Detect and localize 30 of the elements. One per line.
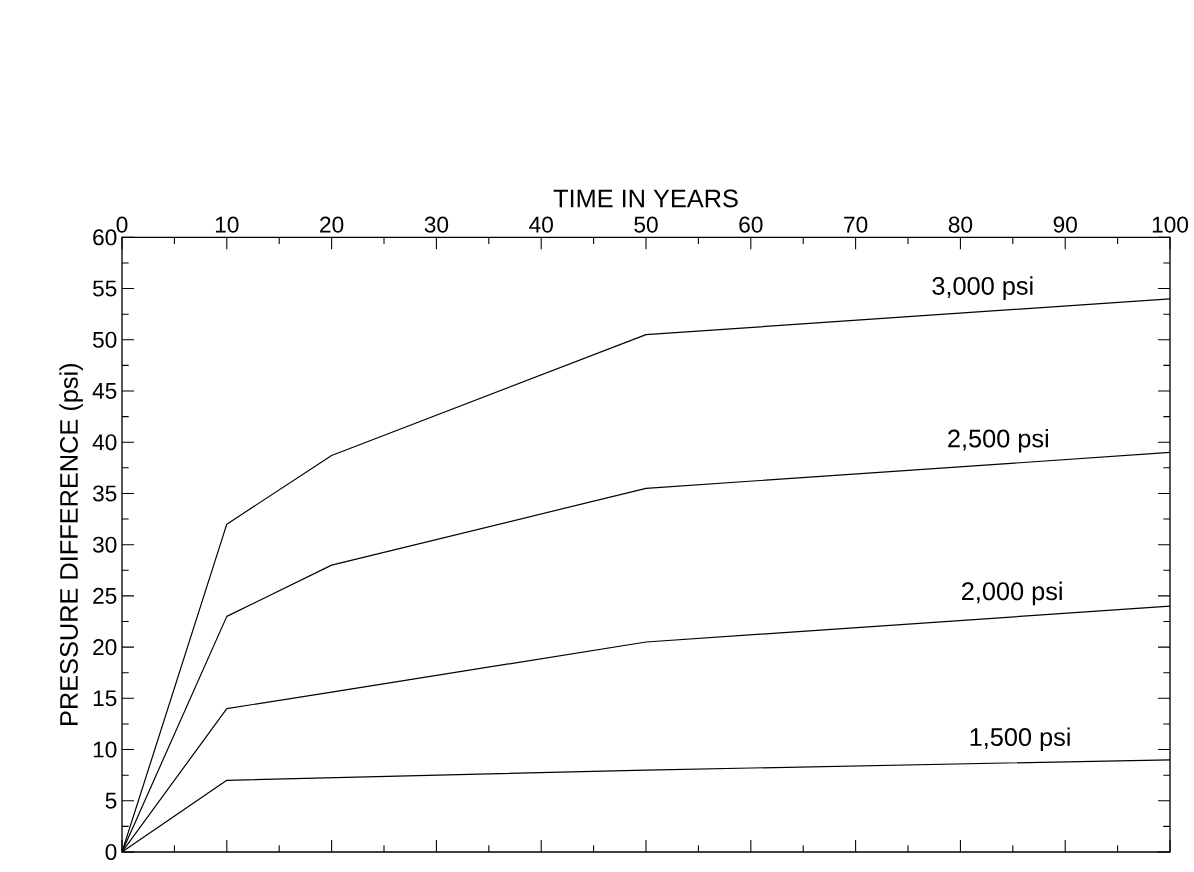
y-tick-label: 55 (92, 280, 117, 297)
x-tick-label: 0 (116, 216, 128, 233)
y-tick-label: 50 (92, 331, 117, 348)
x-tick-label: 60 (739, 216, 763, 233)
x-tick-label: 20 (320, 216, 344, 233)
x-tick-label: 50 (634, 216, 658, 233)
y-tick-label: 35 (92, 485, 117, 502)
y-tick-label: 20 (93, 639, 117, 656)
y-tick-label: 0 (105, 843, 117, 861)
x-axis-title: TIME IN YEARS (553, 189, 738, 208)
y-tick-label: 40 (92, 434, 117, 451)
x-tick-label: 90 (1053, 216, 1077, 233)
x-tick-label: 10 (215, 216, 239, 233)
series-label: 2,500 psi (948, 428, 1048, 453)
y-axis-title: PRESSURE DIFFERENCE (psi) (59, 364, 83, 725)
x-tick-label: 80 (948, 216, 973, 233)
x-tick-label: 40 (529, 216, 553, 233)
y-tick-label: 15 (93, 690, 117, 707)
y-tick-label: 25 (93, 587, 117, 604)
x-tick-label: 100 (1152, 216, 1189, 233)
y-tick-label: 30 (92, 536, 117, 553)
y-tick-label: 60 (93, 229, 117, 246)
x-tick-label: 30 (424, 216, 449, 233)
y-tick-label: 45 (92, 383, 117, 399)
y-tick-label: 10 (93, 741, 117, 758)
legend-label: 3,000 psi (932, 276, 1033, 300)
x-tick-label: 70 (844, 216, 868, 233)
series-label: 1,500 psi (970, 727, 1070, 752)
y-tick-label: 5 (105, 792, 117, 809)
series-label: 2,000 psi (962, 581, 1062, 606)
